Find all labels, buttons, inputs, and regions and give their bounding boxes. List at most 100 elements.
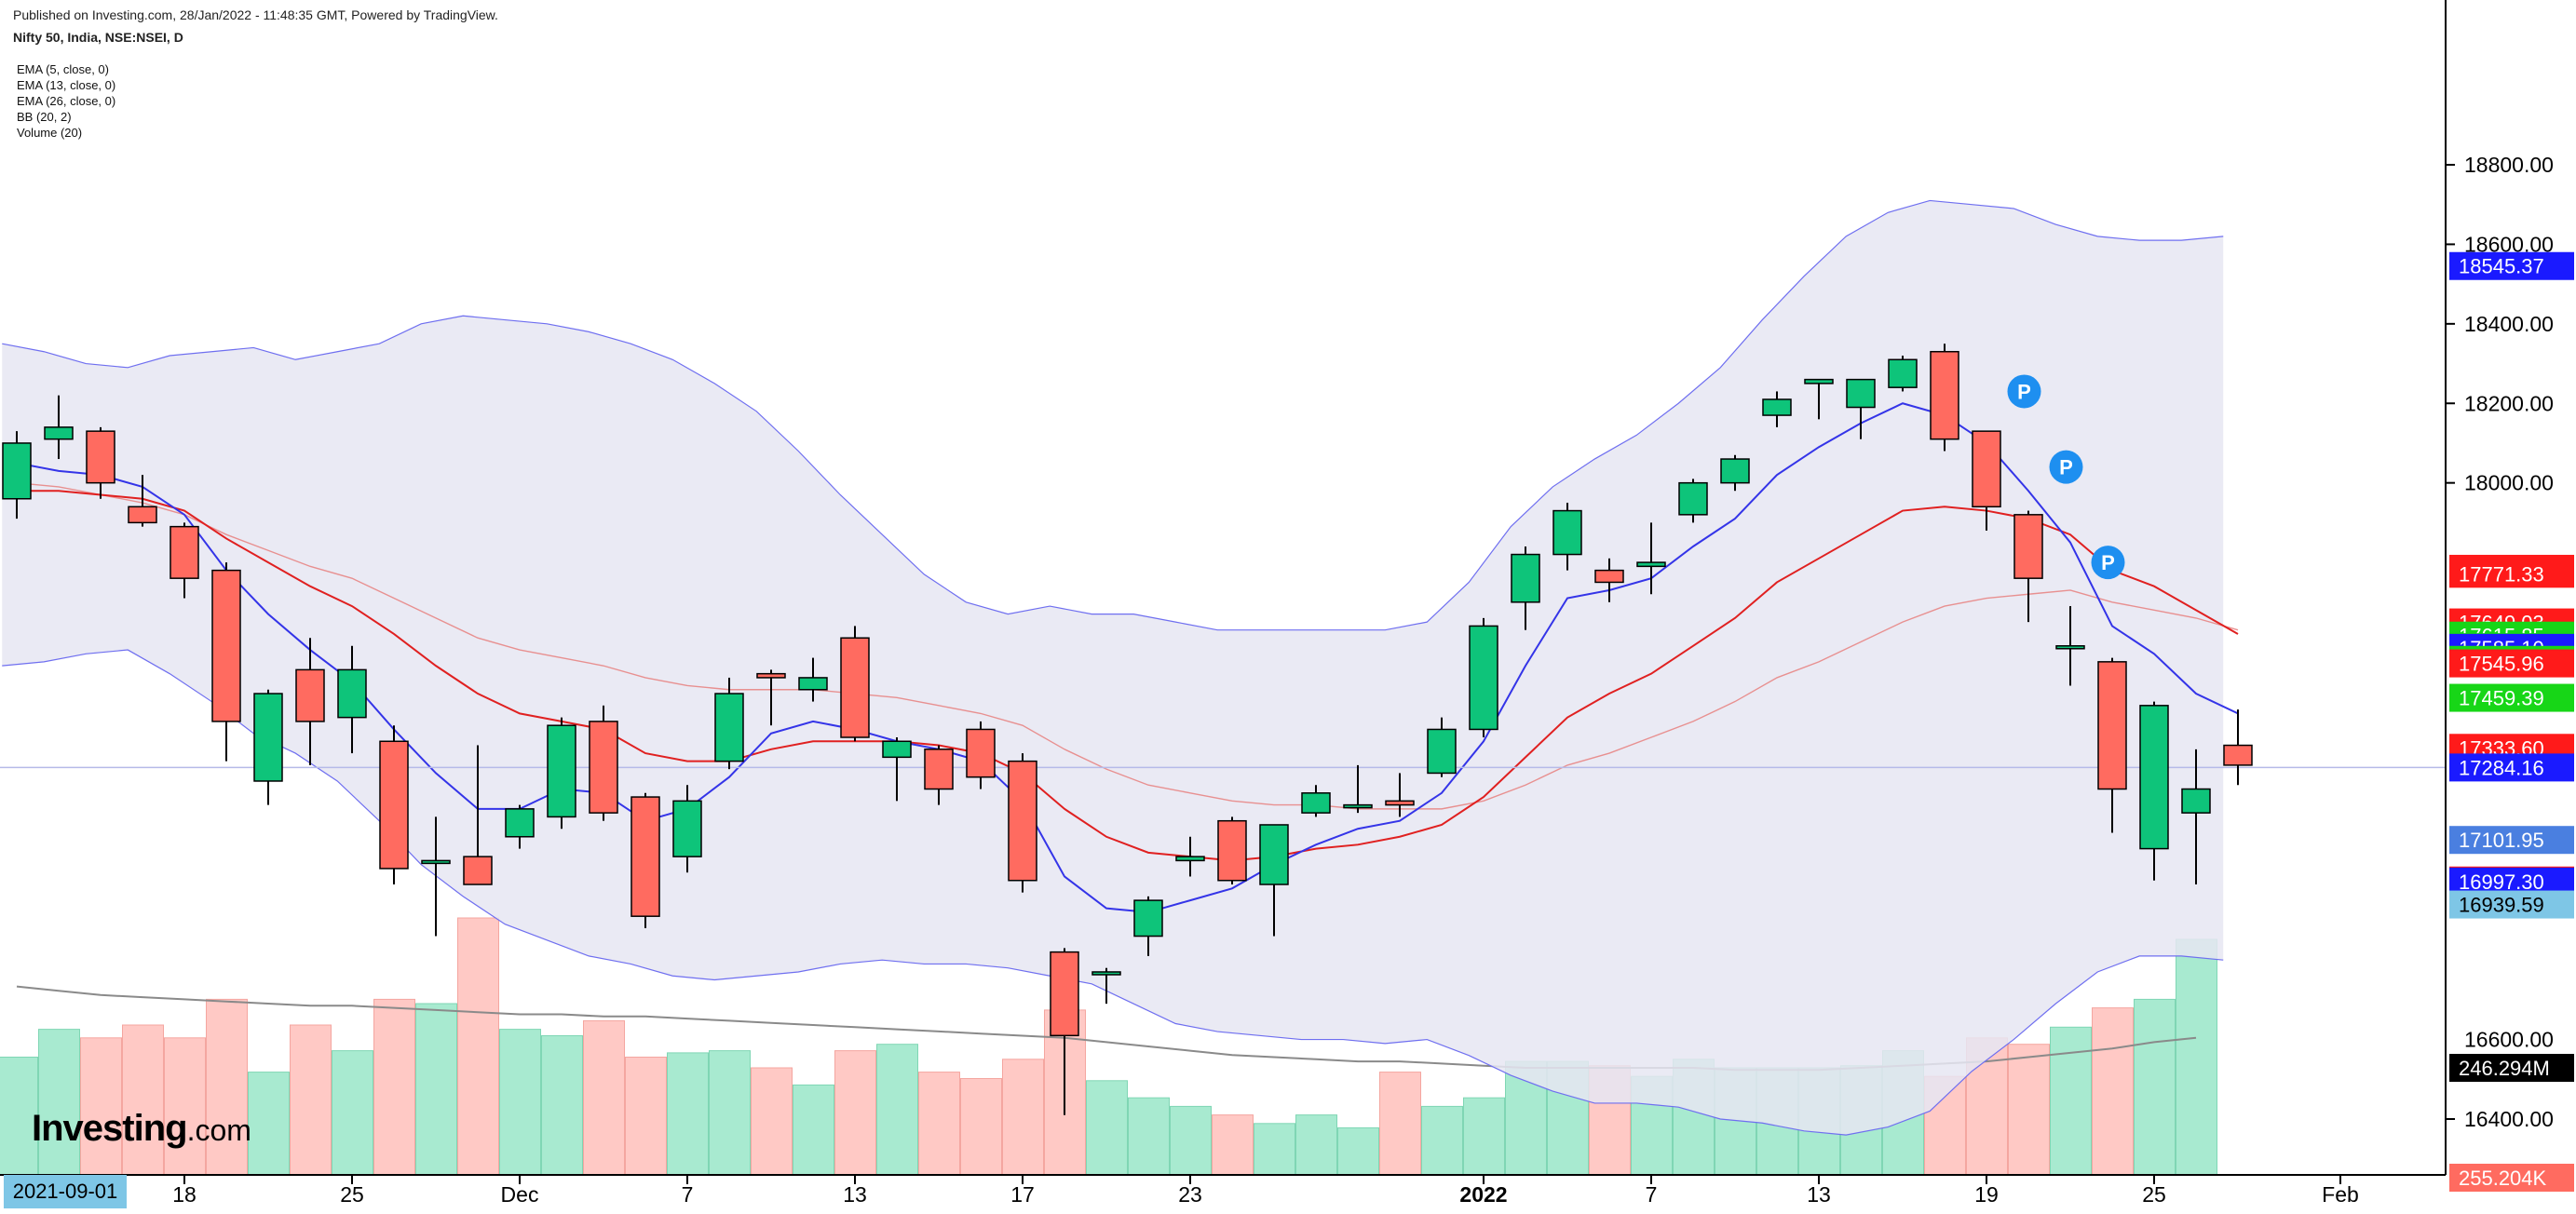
pivot-label: P: [2059, 456, 2073, 479]
candles: [2, 344, 2253, 1115]
price-label-text: 18545.37: [2459, 255, 2544, 278]
volume-layer: [0, 917, 2217, 1176]
price-label-box: [2449, 251, 2574, 280]
candle-up: [421, 859, 451, 865]
volume-bar: [1295, 1114, 1337, 1176]
volume-bar: [709, 1050, 751, 1176]
x-tick-label: Feb: [2322, 1182, 2359, 1207]
volume-bar: [0, 1057, 38, 1176]
candle-up: [798, 677, 828, 691]
indicator-ema26[interactable]: EMA (26, close, 0): [17, 94, 116, 108]
volume-bar: [1128, 1097, 1170, 1176]
x-tick-label: 7: [1646, 1182, 1658, 1207]
candle-down: [86, 430, 115, 484]
candle-up: [1343, 803, 1373, 809]
candle-down: [1972, 430, 2001, 508]
candle-up: [547, 724, 576, 818]
investing-logo: Investing.com: [32, 1108, 251, 1150]
candle-up: [1636, 561, 1666, 568]
volume-bar: [80, 1037, 122, 1176]
x-tick-label: 25: [2142, 1182, 2166, 1207]
candle-down: [589, 721, 618, 814]
candle-up: [1804, 378, 1834, 384]
volume-bar: [667, 1052, 709, 1176]
y-tick-label: 18800.00: [2464, 153, 2554, 177]
candle-up: [1175, 856, 1205, 862]
candle-up: [1091, 971, 1121, 976]
candle-up: [1762, 398, 1792, 416]
candle-down: [840, 637, 870, 738]
y-tick-label: 16600.00: [2464, 1028, 2554, 1052]
candle-down: [2223, 744, 2253, 766]
candle-up: [2139, 705, 2169, 850]
price-label-box: [2449, 753, 2574, 782]
candle-down: [128, 506, 157, 524]
y-tick-label: 18400.00: [2464, 312, 2554, 336]
price-label-box: [2449, 649, 2574, 678]
price-label-box: [2449, 890, 2574, 919]
indicator-volume[interactable]: Volume (20): [17, 126, 83, 140]
candle-up: [337, 668, 367, 719]
candle-up: [2181, 788, 2211, 814]
x-tick-label: 23: [1178, 1182, 1202, 1207]
published-line: Published on Investing.com, 28/Jan/2022 …: [13, 7, 498, 22]
pivot-label: P: [2017, 380, 2031, 403]
volume-bar: [583, 1019, 625, 1176]
x-tick-label: 18: [172, 1182, 197, 1207]
candle-down: [1217, 819, 1247, 882]
volume-bar: [290, 1024, 332, 1176]
candle-down: [1050, 951, 1079, 1037]
price-label-box: [2449, 826, 2574, 855]
volume-bar: [793, 1084, 834, 1176]
ema5-line: [16, 402, 2239, 913]
candle-down: [756, 672, 786, 679]
volume-bar: [1086, 1080, 1128, 1176]
price-label-box: [2449, 1054, 2574, 1082]
pivot-label: P: [2101, 551, 2115, 574]
bb-upper-line: [2, 199, 2224, 631]
price-label-text: 17459.39: [2459, 687, 2544, 710]
candle-down: [630, 796, 660, 917]
volume-bar: [122, 1024, 164, 1176]
candle-up: [672, 800, 702, 857]
pivot-marker: [2091, 546, 2125, 580]
candle-up: [2, 442, 32, 500]
price-label-text: 17284.16: [2459, 756, 2544, 779]
candle-up: [1133, 899, 1163, 937]
price-label-text: 17771.33: [2459, 562, 2544, 586]
x-tick-label: Dec: [501, 1182, 539, 1207]
indicator-ema13[interactable]: EMA (13, close, 0): [17, 78, 116, 92]
volume-bar: [2176, 938, 2217, 1176]
ema26-line: [16, 481, 2239, 810]
volume-bar: [1337, 1126, 1379, 1176]
candle-up: [1846, 378, 1876, 409]
x-tick-label: 13: [843, 1182, 867, 1207]
candle-up: [2055, 645, 2085, 650]
candle-down: [2097, 661, 2127, 790]
volume-bar: [2050, 1026, 2092, 1176]
volume-bar: [541, 1035, 583, 1176]
volume-bar: [834, 1050, 876, 1176]
price-label-text: 246.294M: [2459, 1057, 2550, 1080]
candle-down: [295, 668, 325, 722]
candle-down: [1008, 760, 1037, 882]
indicator-ema5[interactable]: EMA (5, close, 0): [17, 62, 109, 76]
symbol-title: Nifty 50, India, NSE:NSEI, D: [13, 30, 183, 45]
volume-bar: [751, 1067, 793, 1176]
price-label-text: 16997.30: [2459, 870, 2544, 894]
indicator-bb[interactable]: BB (20, 2): [17, 110, 72, 124]
candle-down: [1930, 350, 1959, 440]
volume-bar: [2134, 998, 2176, 1176]
volume-bar: [332, 1050, 373, 1176]
date-badge[interactable]: 2021-09-01: [4, 1175, 127, 1208]
logo-suffix: .com: [186, 1113, 251, 1147]
bb-lower-line: [2, 649, 2224, 1136]
candle-up: [1511, 553, 1540, 603]
volume-bar: [1002, 1059, 1044, 1176]
volume-bar: [248, 1072, 290, 1176]
ema-lines: [16, 402, 2239, 913]
partial-volume-label-text: 255.204K: [2459, 1167, 2547, 1190]
candle-down: [463, 856, 493, 885]
candle-up: [1720, 458, 1750, 484]
